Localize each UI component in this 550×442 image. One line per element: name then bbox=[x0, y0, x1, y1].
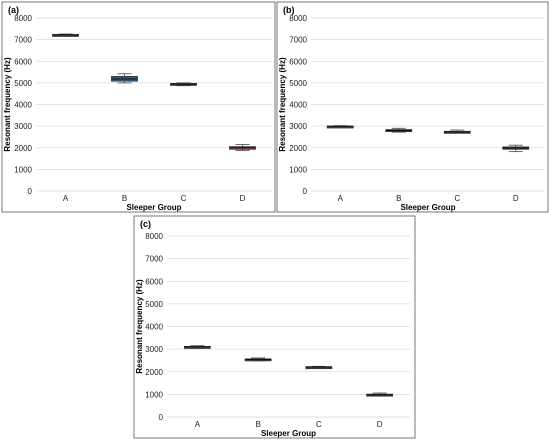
panel-label: (a) bbox=[8, 5, 19, 15]
y-tick-label: 3000 bbox=[289, 122, 307, 131]
x-axis-label: Sleeper Group bbox=[126, 203, 181, 212]
box-D bbox=[229, 144, 256, 151]
y-tick-label: 7000 bbox=[14, 36, 32, 45]
panel-frame bbox=[133, 215, 416, 439]
y-tick-label: 3000 bbox=[14, 122, 32, 131]
y-tick-label: 6000 bbox=[289, 57, 307, 66]
x-tick-label: D bbox=[377, 420, 383, 429]
x-tick-label: D bbox=[240, 194, 246, 203]
box-C bbox=[305, 365, 333, 370]
y-tick-label: 2000 bbox=[145, 368, 163, 377]
y-tick-label: 6000 bbox=[14, 57, 32, 66]
y-tick-label: 4000 bbox=[289, 101, 307, 110]
box-A bbox=[52, 33, 79, 37]
y-tick-label: 5000 bbox=[14, 79, 32, 88]
x-tick-label: B bbox=[122, 194, 127, 203]
y-axis-label: Resonant frequency (Hz) bbox=[278, 57, 287, 152]
x-tick-label: A bbox=[338, 194, 344, 203]
y-tick-label: 1000 bbox=[289, 165, 307, 174]
y-tick-label: 4000 bbox=[145, 323, 163, 332]
y-tick-label: 8000 bbox=[289, 14, 307, 23]
box-B bbox=[244, 357, 272, 362]
box-A bbox=[183, 345, 211, 349]
box-D bbox=[502, 144, 530, 153]
box-D bbox=[366, 392, 394, 397]
x-tick-label: B bbox=[396, 194, 401, 203]
y-tick-label: 6000 bbox=[145, 277, 163, 286]
y-tick-label: 5000 bbox=[289, 79, 307, 88]
y-axis-label: Resonant frequency (Hz) bbox=[135, 279, 144, 374]
y-tick-label: 7000 bbox=[145, 255, 163, 264]
box-B bbox=[111, 73, 138, 84]
panel-b: 0 1000 2000 3000 4000 5000 6000 7000 8000(b) Reso… bbox=[276, 1, 549, 213]
y-tick-label: 0 bbox=[303, 187, 308, 196]
panel-frame bbox=[276, 1, 549, 213]
x-tick-label: A bbox=[195, 420, 201, 429]
y-tick-label: 1000 bbox=[145, 390, 163, 399]
panel-label: (b) bbox=[283, 5, 295, 15]
y-tick-label: 5000 bbox=[145, 300, 163, 309]
y-tick-label: 2000 bbox=[14, 144, 32, 153]
box-C bbox=[443, 129, 471, 134]
x-axis-label: Sleeper Group bbox=[261, 429, 316, 438]
y-axis-label: Resonant frequency (Hz) bbox=[3, 57, 12, 152]
x-tick-label: C bbox=[181, 194, 187, 203]
y-tick-label: 3000 bbox=[145, 345, 163, 354]
x-tick-label: B bbox=[255, 420, 260, 429]
y-tick-label: 8000 bbox=[145, 232, 163, 241]
panel-label: (c) bbox=[140, 219, 151, 229]
box-C bbox=[170, 82, 197, 87]
x-tick-label: C bbox=[316, 420, 322, 429]
y-tick-label: 0 bbox=[28, 187, 33, 196]
y-tick-label: 7000 bbox=[289, 36, 307, 45]
x-tick-label: C bbox=[454, 194, 460, 203]
y-tick-label: 2000 bbox=[289, 144, 307, 153]
x-tick-label: D bbox=[513, 194, 519, 203]
y-tick-label: 8000 bbox=[14, 14, 32, 23]
box-B bbox=[385, 127, 413, 133]
x-axis-label: Sleeper Group bbox=[400, 203, 455, 212]
y-tick-label: 0 bbox=[159, 413, 164, 422]
panel-frame bbox=[1, 1, 276, 213]
x-tick-label: A bbox=[63, 194, 69, 203]
y-tick-label: 4000 bbox=[14, 101, 32, 110]
y-tick-label: 1000 bbox=[14, 165, 32, 174]
box-A bbox=[326, 125, 354, 129]
panel-a: 0 1000 2000 3000 4000 5000 6000 7000 8000(a) Reso… bbox=[1, 1, 276, 213]
panel-c: 0 1000 2000 3000 4000 5000 6000 7000 8000 (c) Reso… bbox=[133, 215, 416, 439]
